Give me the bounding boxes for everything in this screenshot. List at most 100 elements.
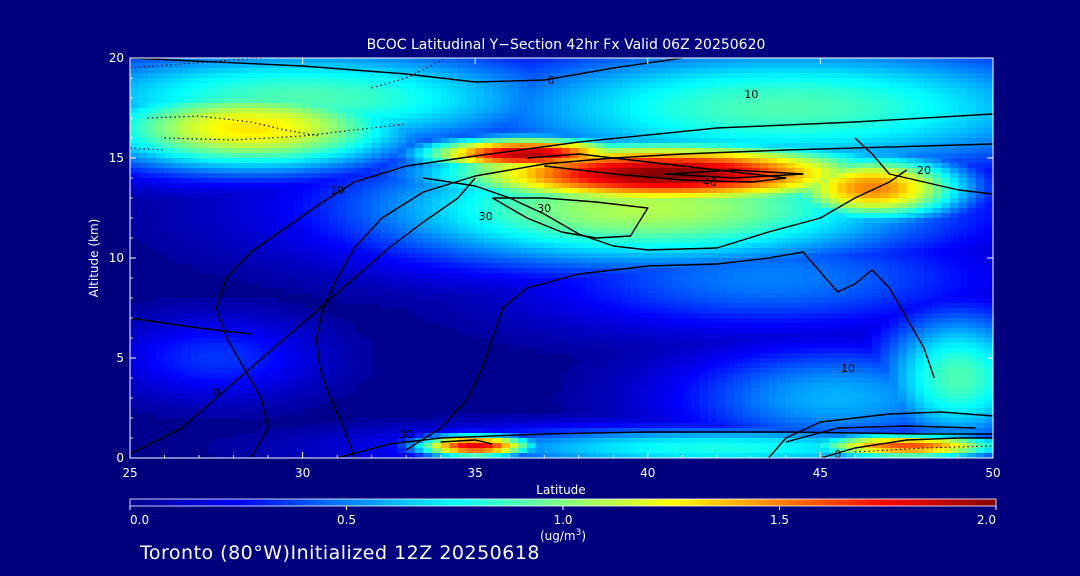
- heatmap-cell: [414, 268, 425, 274]
- heatmap-cell: [811, 133, 821, 139]
- heatmap-cell: [388, 283, 399, 289]
- heatmap-cell: [906, 58, 916, 64]
- heatmap-cell: [673, 193, 683, 199]
- heatmap-cell: [673, 83, 683, 89]
- heatmap-cell: [829, 93, 839, 99]
- heatmap-cell: [311, 278, 321, 284]
- heatmap-cell: [345, 148, 355, 154]
- heatmap-cell: [380, 188, 390, 194]
- heatmap-cell: [285, 178, 295, 184]
- heatmap-cell: [759, 298, 770, 304]
- heatmap-cell: [639, 108, 649, 114]
- heatmap-cell: [138, 313, 148, 319]
- heatmap-cell: [863, 288, 873, 294]
- heatmap-cell: [596, 203, 606, 209]
- heatmap-cell: [811, 108, 821, 114]
- heatmap-cell: [440, 168, 450, 174]
- heatmap-cell: [578, 238, 588, 244]
- heatmap-cell: [164, 303, 174, 309]
- heatmap-cell: [682, 278, 692, 284]
- heatmap-cell: [388, 153, 399, 159]
- heatmap-cell: [432, 308, 442, 314]
- heatmap-cell: [682, 293, 692, 299]
- heatmap-cell: [371, 208, 381, 214]
- heatmap-cell: [846, 273, 856, 279]
- heatmap-cell: [268, 63, 278, 69]
- heatmap-cell: [414, 168, 425, 174]
- heatmap-cell: [941, 88, 951, 94]
- heatmap-cell: [639, 218, 649, 224]
- heatmap-cell: [354, 278, 364, 284]
- heatmap-cell: [587, 78, 597, 84]
- heatmap-cell: [734, 158, 744, 164]
- heatmap-cell: [647, 63, 658, 69]
- heatmap-cell: [319, 248, 330, 254]
- heatmap-cell: [216, 228, 226, 234]
- heatmap-cell: [639, 98, 649, 104]
- heatmap-cell: [250, 253, 261, 259]
- heatmap-cell: [880, 193, 891, 199]
- heatmap-cell: [268, 143, 278, 149]
- heatmap-cell: [311, 78, 321, 84]
- heatmap-cell: [725, 223, 735, 229]
- heatmap-cell: [639, 173, 649, 179]
- heatmap-cell: [682, 58, 692, 64]
- heatmap-cell: [233, 63, 243, 69]
- heatmap-cell: [682, 98, 692, 104]
- heatmap-cell: [250, 188, 261, 194]
- heatmap-cell: [397, 258, 407, 264]
- heatmap-cell: [509, 178, 519, 184]
- heatmap-cell: [768, 108, 778, 114]
- heatmap-cell: [777, 68, 787, 74]
- heatmap-cell: [535, 248, 545, 254]
- heatmap-cell: [250, 308, 261, 314]
- heatmap-cell: [242, 188, 252, 194]
- heatmap-cell: [535, 213, 545, 219]
- heatmap-cell: [621, 218, 632, 224]
- heatmap-cell: [216, 118, 226, 124]
- heatmap-cell: [414, 288, 425, 294]
- heatmap-cell: [923, 273, 934, 279]
- heatmap-cell: [224, 153, 235, 159]
- heatmap-cell: [345, 103, 355, 109]
- heatmap-cell: [199, 203, 209, 209]
- heatmap-cell: [561, 293, 571, 299]
- heatmap-cell: [371, 88, 381, 94]
- heatmap-cell: [932, 153, 942, 159]
- heatmap-cell: [268, 218, 278, 224]
- heatmap-cell: [820, 68, 830, 74]
- heatmap-cell: [526, 263, 537, 269]
- heatmap-cell: [725, 283, 735, 289]
- heatmap-cell: [656, 273, 666, 279]
- heatmap-cell: [319, 113, 330, 119]
- heatmap-cell: [915, 98, 925, 104]
- heatmap-cell: [483, 103, 494, 109]
- heatmap-cell: [224, 218, 235, 224]
- heatmap-cell: [302, 233, 312, 239]
- heatmap-cell: [889, 173, 899, 179]
- heatmap-cell: [380, 108, 390, 114]
- heatmap-cell: [639, 113, 649, 119]
- heatmap-cell: [915, 198, 925, 204]
- heatmap-cell: [829, 178, 839, 184]
- heatmap-cell: [829, 248, 839, 254]
- heatmap-cell: [501, 268, 511, 274]
- heatmap-cell: [449, 183, 459, 189]
- heatmap-cell: [475, 88, 485, 94]
- heatmap-cell: [544, 73, 554, 79]
- heatmap-cell: [242, 163, 252, 169]
- heatmap-cell: [518, 58, 528, 64]
- heatmap-cell: [846, 238, 856, 244]
- heatmap-cell: [923, 203, 934, 209]
- heatmap-cell: [199, 88, 209, 94]
- heatmap-cell: [690, 233, 701, 239]
- heatmap-cell: [397, 158, 407, 164]
- heatmap-cell: [199, 223, 209, 229]
- heatmap-cell: [457, 258, 468, 264]
- heatmap-cell: [483, 183, 494, 189]
- heatmap-cell: [354, 163, 364, 169]
- heatmap-cell: [293, 183, 304, 189]
- heatmap-cell: [302, 228, 312, 234]
- heatmap-cell: [501, 283, 511, 289]
- heatmap-cell: [199, 303, 209, 309]
